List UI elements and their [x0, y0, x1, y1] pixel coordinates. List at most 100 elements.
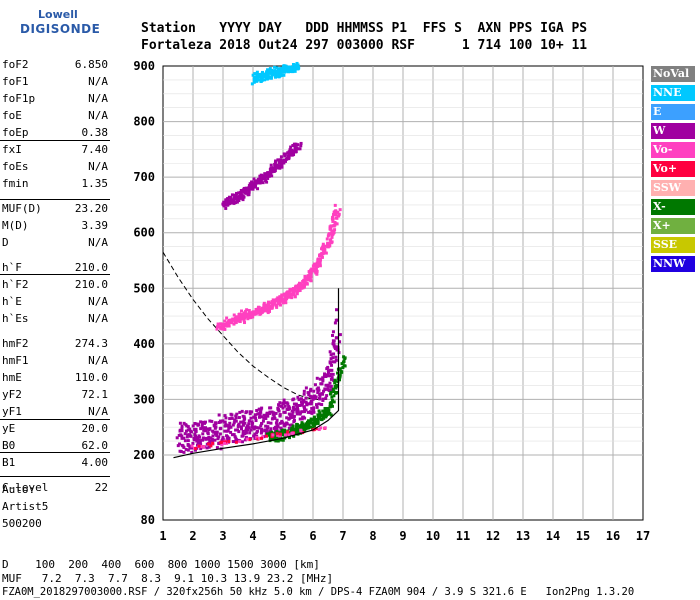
trace-point [296, 410, 300, 414]
trace-point [315, 421, 319, 425]
param-label-0: foF2 [2, 58, 29, 71]
trace-point [274, 421, 278, 425]
trace-point [255, 179, 259, 183]
trace-point [247, 419, 251, 423]
trace-point [309, 274, 313, 278]
trace-point [236, 428, 240, 432]
trace-point [225, 197, 229, 201]
trace-point [331, 372, 335, 376]
trace-point [295, 405, 299, 409]
param-value-15: 274.3 [74, 337, 108, 350]
trace-point [260, 415, 264, 419]
param-label-2: foF1p [2, 92, 36, 105]
trace-point [268, 411, 272, 415]
trace-point [331, 217, 335, 221]
trace-point [257, 426, 261, 430]
param-value-14: N/A [88, 312, 108, 325]
trace-point [240, 427, 244, 431]
trace-point [314, 264, 318, 268]
trace-point [335, 336, 339, 340]
trace-point [260, 430, 264, 434]
trace-point [239, 195, 243, 199]
param-label-19: yF1 [2, 405, 22, 418]
param-value-21: 62.0 [81, 439, 109, 452]
trace-point [218, 432, 222, 436]
trace-point [259, 176, 263, 180]
trace-point [227, 324, 231, 328]
trace-point [331, 360, 335, 364]
trace-point [310, 411, 314, 415]
trace-point [315, 269, 319, 273]
trace-point [269, 421, 273, 425]
param-label-9: M(D) [2, 219, 29, 232]
legend-item-w: W [651, 123, 695, 139]
trace-point [236, 438, 240, 442]
trace-point [232, 421, 236, 425]
trace-point [253, 72, 257, 76]
footer-info: FZA0M_2018297003000.RSF / 320fx256h 50 k… [2, 586, 635, 598]
trace-point [184, 447, 188, 451]
trace-point [242, 190, 246, 194]
trace-point [257, 305, 261, 309]
trace-point [332, 339, 336, 343]
trace-point [244, 430, 248, 434]
trace-point [196, 441, 200, 445]
legend-item-vo: Vo+ [651, 161, 695, 177]
trace-point [312, 267, 316, 271]
trace-point [328, 381, 332, 385]
trace-point [244, 426, 248, 430]
trace-point [329, 353, 333, 357]
param-separator [0, 199, 110, 200]
trace-point [258, 411, 262, 415]
trace-point [282, 67, 286, 71]
trace-point [205, 446, 209, 450]
trace-point [329, 227, 333, 231]
trace-point [258, 174, 262, 178]
trace-point [195, 437, 199, 441]
trace-point [266, 176, 270, 180]
param-value-9: 3.39 [81, 219, 109, 232]
trace-point [238, 440, 242, 444]
trace-point [339, 370, 343, 374]
trace-point [231, 423, 235, 427]
trace-point [275, 423, 279, 427]
trace-point [297, 403, 301, 407]
trace-point [337, 212, 341, 216]
param-label-12: h`F2 [2, 278, 29, 291]
trace-point [260, 406, 264, 410]
trace-point [275, 66, 279, 70]
trace-point [303, 282, 307, 286]
trace-point [238, 312, 242, 316]
trace-point [330, 395, 334, 399]
trace-point [268, 436, 272, 440]
trace-point [185, 435, 189, 439]
trace-point [216, 322, 220, 326]
trace-point [253, 432, 257, 436]
trace-point [285, 416, 289, 420]
trace-point [328, 374, 332, 378]
trace-point [244, 188, 248, 192]
trace-point [323, 388, 327, 392]
trace-point [338, 367, 342, 371]
trace-point [296, 143, 300, 147]
trace-point [201, 426, 205, 430]
trace-point [223, 319, 227, 323]
trace-point [312, 415, 316, 419]
trace-point [286, 65, 290, 69]
trace-point [223, 414, 227, 418]
param-label-8: MUF(D) [2, 202, 42, 215]
trace-point [322, 416, 326, 420]
trace-point [211, 441, 215, 445]
trace-point [273, 165, 277, 169]
trace-point [214, 421, 218, 425]
x-tick-label: 5 [279, 529, 286, 543]
trace-point [321, 409, 325, 413]
trace-point [252, 310, 256, 314]
trace-point [305, 402, 309, 406]
trace-point [336, 210, 340, 214]
param-label-17: hmE [2, 371, 22, 384]
trace-point [331, 219, 335, 223]
trace-point [247, 315, 251, 319]
trace-point [254, 310, 258, 314]
